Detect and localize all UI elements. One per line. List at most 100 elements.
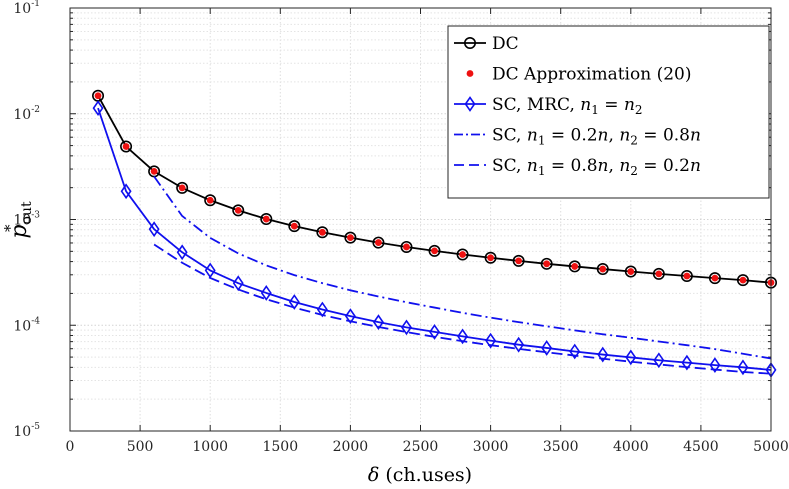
series-1-point bbox=[316, 226, 329, 239]
series-layer bbox=[92, 89, 777, 378]
series-2-point bbox=[178, 184, 186, 192]
legend-entry-3: SC, MRC, n1​ = n2​ bbox=[454, 95, 643, 117]
series-2-point bbox=[122, 143, 130, 150]
series-2-point bbox=[318, 228, 326, 236]
y-tick-label-exp: -2 bbox=[31, 105, 40, 115]
legend-label-part: n bbox=[580, 95, 591, 115]
series-3-point bbox=[653, 352, 665, 369]
legend-entry-2-marker bbox=[466, 70, 474, 77]
x-tick-label: 3500 bbox=[543, 439, 579, 455]
series-4-line bbox=[153, 175, 772, 360]
y-tick-label: 10-3 bbox=[13, 211, 40, 229]
series-3-point bbox=[92, 100, 104, 117]
series-1-point bbox=[288, 220, 301, 233]
legend-label-part: SC, MRC, bbox=[492, 95, 580, 115]
y-tick-label-exp: -5 bbox=[31, 422, 40, 432]
y-axis-title: pout * bbox=[1, 201, 35, 239]
y-tick-label-exp: -3 bbox=[31, 211, 40, 221]
series-1-point bbox=[120, 140, 133, 153]
series-2-point bbox=[262, 215, 270, 223]
series-2-point bbox=[655, 270, 663, 278]
series-3-point bbox=[372, 314, 384, 331]
x-tick-label: 2000 bbox=[333, 439, 369, 455]
legend-label-part: 2 bbox=[635, 103, 643, 117]
legend-box bbox=[447, 25, 770, 199]
series-3-point bbox=[120, 183, 132, 200]
series-1-point bbox=[176, 181, 189, 194]
x-tick-label: 500 bbox=[127, 439, 154, 455]
x-tick-label: 0 bbox=[66, 439, 75, 455]
series-1-point bbox=[456, 248, 469, 261]
legend-entry-1: DC bbox=[454, 34, 519, 54]
legend-label-part: SC, bbox=[492, 156, 527, 176]
y-axis-title-base: p bbox=[7, 224, 32, 238]
x-tick-label: 5000 bbox=[753, 439, 789, 455]
legend-label-part: DC Approximation (20) bbox=[492, 65, 691, 85]
legend-label-part: n bbox=[598, 156, 609, 176]
legend-label-part: n bbox=[527, 156, 538, 176]
x-tick-label: 4000 bbox=[613, 439, 649, 455]
series-1-point bbox=[680, 270, 693, 283]
series-3-point bbox=[597, 346, 609, 363]
series-2-point bbox=[403, 243, 410, 251]
series-3-point bbox=[737, 359, 749, 376]
grid bbox=[70, 8, 771, 431]
legend-entry-1-marker bbox=[463, 36, 476, 49]
series-3-point bbox=[457, 328, 469, 345]
series-3-point bbox=[176, 244, 188, 261]
series-2-point bbox=[515, 257, 523, 265]
series-2-point bbox=[739, 276, 747, 284]
legend-entry-5-label: SC, n1​ = 0.8n, n2​ = 0.2n bbox=[492, 156, 701, 178]
series-4 bbox=[153, 175, 772, 360]
legend: DC DC Approximation (20) SC, MRC, n1​ = n2… bbox=[447, 25, 770, 199]
legend-entry-2-label: DC Approximation (20) bbox=[492, 65, 691, 85]
series-3-point bbox=[148, 221, 160, 238]
series-1-point bbox=[372, 236, 385, 249]
series-3-point bbox=[232, 275, 244, 292]
y-tick-label: 10-5 bbox=[13, 422, 40, 440]
y-tick-label: 10-2 bbox=[13, 105, 40, 123]
series-1-point bbox=[596, 263, 609, 276]
legend-label-part: = 0.2 bbox=[638, 156, 690, 176]
series-1-point bbox=[204, 194, 217, 207]
series-1-point bbox=[652, 267, 665, 280]
series-2-point bbox=[94, 92, 102, 100]
legend-label-part: n bbox=[690, 156, 701, 176]
series-3-point bbox=[681, 354, 693, 371]
series-2-point bbox=[206, 196, 214, 204]
series-2-point bbox=[599, 265, 607, 273]
legend-label-part: n bbox=[598, 126, 609, 146]
legend-label-part: n bbox=[619, 126, 630, 146]
legend-label-part: 1 bbox=[591, 103, 599, 117]
series-3-point bbox=[569, 343, 581, 360]
y-tick-label: 10-1 bbox=[13, 0, 40, 17]
series-1-point bbox=[568, 260, 581, 273]
legend-label-part: 2 bbox=[630, 164, 638, 178]
legend-label-part: , bbox=[609, 126, 620, 146]
x-tick-label: 3000 bbox=[473, 439, 509, 455]
x-axis-title: δ (ch.uses) bbox=[368, 464, 472, 486]
series-1-point bbox=[344, 231, 357, 244]
series-3-point bbox=[204, 262, 216, 279]
y-tick-label-exp: -1 bbox=[31, 0, 40, 9]
series-1-point bbox=[512, 254, 525, 267]
series-2 bbox=[94, 92, 775, 287]
series-2-point bbox=[347, 234, 354, 242]
x-tick-label: 4500 bbox=[683, 439, 719, 455]
series-1-point bbox=[736, 274, 749, 287]
legend-label-part: SC, bbox=[492, 126, 527, 146]
series-3-point bbox=[485, 332, 497, 349]
series-1-point bbox=[484, 251, 497, 264]
legend-label-part: = 0.2 bbox=[545, 126, 597, 146]
series-1-point bbox=[624, 265, 637, 278]
plot-frame bbox=[69, 7, 772, 432]
svg-text:pout: pout bbox=[7, 201, 35, 239]
series-2-point bbox=[543, 260, 551, 268]
y-tick-label-base: 10 bbox=[13, 424, 31, 440]
y-tick-label-base: 10 bbox=[13, 107, 31, 123]
series-1-point bbox=[708, 272, 721, 285]
series-3-point bbox=[625, 349, 637, 366]
series-2-point bbox=[431, 247, 438, 255]
y-tick-label-base: 10 bbox=[13, 1, 31, 17]
series-3 bbox=[92, 100, 777, 378]
